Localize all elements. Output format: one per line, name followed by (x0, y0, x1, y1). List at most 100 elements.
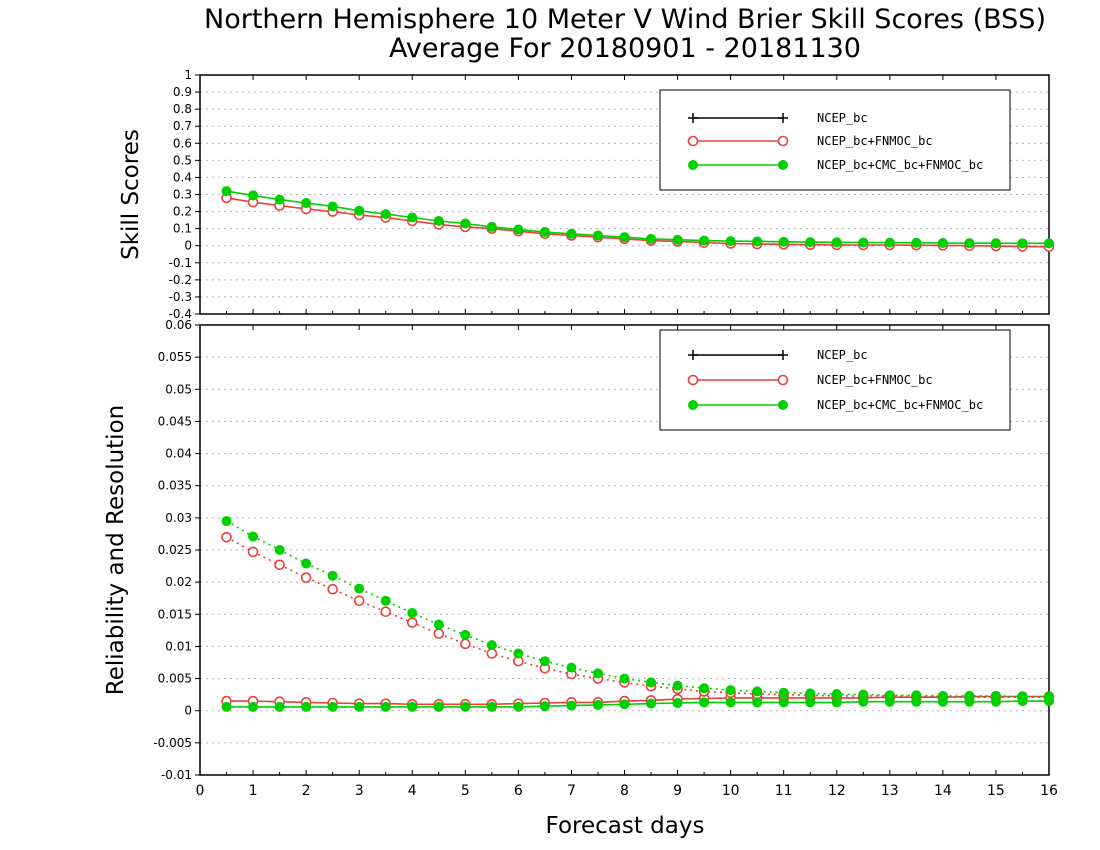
data-point (327, 701, 338, 712)
data-point (592, 668, 603, 679)
data-point (539, 656, 550, 667)
skill-scores-panel: -0.4 -0.3 -0.2 -0.1 0 0.1 0.2 0.3 0.4 0.5 0.6 0.7 0.… (118, 68, 1055, 321)
x-tick-label: 4 (408, 783, 417, 799)
data-point (778, 236, 789, 247)
data-point (1017, 691, 1028, 702)
series-ncep-bc-cmc-bc-fnmoc-bc-solid (221, 696, 1054, 712)
y-tick-label: 0.8 (173, 102, 192, 116)
data-point (301, 701, 312, 712)
y-tick-label: 0 (184, 239, 192, 253)
y-tick-label: 0.05 (165, 382, 192, 396)
x-tick-label: 5 (461, 783, 470, 799)
legend-label: NCEP_bc+CMC_bc+FNMOC_bc (817, 158, 983, 172)
data-point (725, 685, 736, 696)
data-point (858, 237, 869, 248)
x-tick-label: 16 (1040, 783, 1058, 799)
y-tick-label: -0.1 (169, 256, 192, 270)
data-point (592, 699, 603, 710)
data-point (725, 236, 736, 247)
data-point (619, 673, 630, 684)
data-point (566, 228, 577, 239)
data-point (539, 227, 550, 238)
data-point (831, 237, 842, 248)
data-point (619, 699, 630, 710)
series-ncep-bc-cmc-bc-fnmoc-bc-dotted (221, 516, 1054, 702)
legend-marker (777, 135, 789, 147)
x-tick-label: 1 (249, 783, 258, 799)
data-point (221, 186, 232, 197)
data-point (805, 688, 816, 699)
y-tick-label: 0.4 (173, 170, 192, 184)
legend-marker (687, 374, 699, 386)
y-tick-label: 0.01 (165, 639, 192, 653)
y-tick-label: -0.01 (161, 768, 192, 782)
y-tick-label: 0.7 (173, 119, 192, 133)
data-point (433, 215, 444, 226)
x-tick-label: 3 (355, 783, 364, 799)
data-point (805, 237, 816, 248)
data-point (460, 629, 471, 640)
x-tick-label: 8 (620, 783, 629, 799)
data-point (619, 232, 630, 243)
data-point (752, 236, 763, 247)
y-tick-label: 0.9 (173, 85, 192, 99)
data-point (858, 689, 869, 700)
x-tick-label: 12 (828, 783, 846, 799)
y-tick-label: -0.4 (169, 307, 192, 321)
data-point (778, 697, 789, 708)
data-point (407, 212, 418, 223)
data-point (274, 701, 285, 712)
data-point (433, 701, 444, 712)
data-point (380, 606, 392, 618)
data-point (406, 617, 418, 628)
data-point (831, 689, 842, 699)
y-tick-label: 0.005 (158, 672, 192, 686)
data-point (380, 595, 391, 606)
data-point (884, 237, 895, 248)
legend-box (659, 89, 1011, 191)
legend-marker (687, 135, 699, 147)
data-point (513, 701, 524, 712)
x-tick-label: 14 (934, 783, 952, 799)
data-point (911, 690, 922, 701)
series-line (226, 197, 1050, 248)
data-point (566, 700, 577, 711)
data-point (354, 583, 365, 594)
y-tick-label: 1 (184, 68, 192, 82)
y-tick-label: 0.035 (158, 479, 192, 493)
legend-label: NCEP_bc (817, 111, 868, 125)
y-tick-label: 0.3 (173, 188, 192, 202)
y-tick-label: 0.6 (173, 136, 192, 150)
data-point (274, 194, 285, 205)
series-line (226, 536, 1049, 698)
data-point (301, 558, 312, 569)
x-tick-label: 13 (881, 783, 899, 799)
y-tick-label: 0.1 (173, 222, 192, 236)
data-point (646, 233, 657, 244)
data-point (301, 198, 312, 209)
data-point (274, 559, 285, 571)
legend-marker (778, 400, 788, 410)
legend-marker (688, 350, 698, 360)
data-point (221, 701, 232, 712)
y-tick-label: -0.2 (169, 273, 192, 287)
y-axis-label: Reliability and Resolution (103, 405, 129, 695)
x-tick-label: 6 (514, 783, 523, 799)
data-point (513, 224, 524, 235)
data-point (752, 686, 763, 697)
data-point (380, 701, 391, 712)
y-tick-label: 0.025 (158, 543, 192, 557)
data-point (1017, 238, 1028, 249)
data-point (964, 238, 975, 249)
legend-marker (778, 350, 788, 360)
data-point (1044, 691, 1054, 702)
y-tick-label: 0.2 (173, 205, 192, 219)
data-point (646, 698, 657, 709)
x-tick-label: 0 (196, 783, 205, 799)
y-tick-label: -0.005 (153, 736, 192, 750)
y-tick-label: 0.06 (165, 318, 192, 332)
data-point (990, 238, 1001, 249)
legend-label: NCEP_bc+CMC_bc+FNMOC_bc (817, 398, 983, 412)
legend-marker (778, 160, 788, 170)
